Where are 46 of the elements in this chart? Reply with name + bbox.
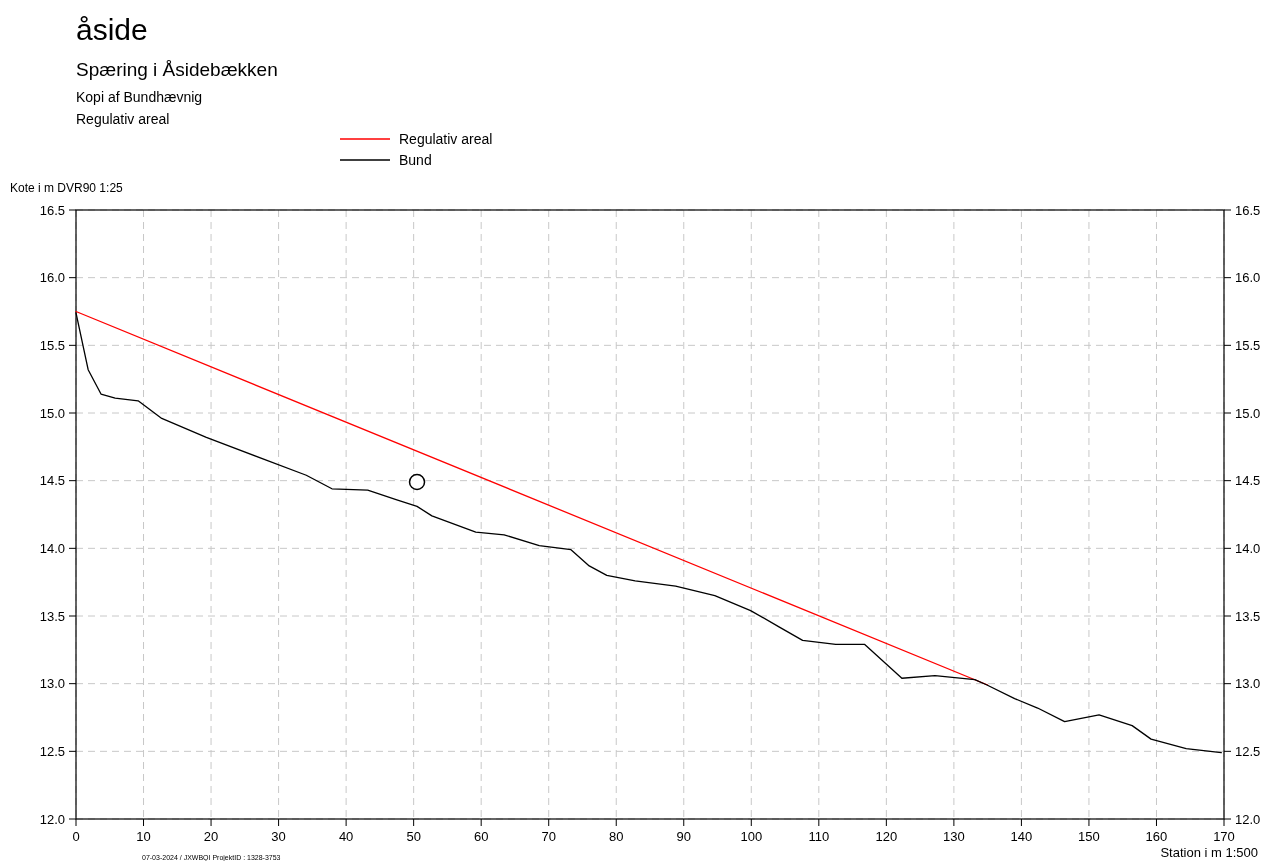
y-tick-label: 13.0 <box>39 676 65 692</box>
x-tick-label: 50 <box>406 829 421 844</box>
x-tick-label: 10 <box>136 829 151 844</box>
x-tick-label: 130 <box>943 829 965 844</box>
chart-subtitle: Spæring i Åsidebækken <box>76 59 278 80</box>
legend-label: Bund <box>399 152 432 168</box>
x-tick-label: 20 <box>203 829 219 844</box>
x-tick-label: 60 <box>473 829 489 844</box>
x-tick-label: 70 <box>541 829 556 844</box>
y2-tick-label: 16.5 <box>1235 202 1261 218</box>
y-tick-label: 15.5 <box>39 337 65 353</box>
x-tick-label: 120 <box>875 829 898 844</box>
y2-tick-label: 14.0 <box>1235 540 1261 556</box>
x-tick-label: 30 <box>271 829 286 844</box>
y-tick-label: 12.5 <box>39 743 65 759</box>
x-tick-label: 140 <box>1010 829 1033 844</box>
y-tick-label: 16.5 <box>39 202 65 218</box>
y2-tick-label: 15.0 <box>1235 405 1261 421</box>
text: Kopi af Bundhævnig <box>76 89 203 105</box>
y2-tick-label: 12.5 <box>1235 743 1261 759</box>
y-tick-label: 15.0 <box>39 405 65 421</box>
y-tick-label: 14.0 <box>39 540 65 556</box>
x-tick-label: 90 <box>676 829 691 844</box>
x-tick-label: 150 <box>1078 829 1100 844</box>
y2-tick-label: 15.5 <box>1235 337 1261 353</box>
x-tick-label: 100 <box>740 829 763 844</box>
y2-tick-label: 12.0 <box>1235 811 1261 827</box>
x-tick-label: 0 <box>72 829 80 844</box>
x-axis-title: Station i m 1:500 <box>1160 845 1258 860</box>
y2-tick-label: 16.0 <box>1235 270 1261 286</box>
x-tick-label: 170 <box>1213 829 1235 844</box>
x-tick-label: 110 <box>808 829 830 844</box>
y-axis-title: Kote i m DVR90 1:25 <box>10 181 124 195</box>
y-tick-label: 12.0 <box>39 811 65 827</box>
legend-label: Regulativ areal <box>399 131 493 147</box>
y-tick-label: 14.5 <box>39 473 65 489</box>
y2-tick-label: 13.5 <box>1235 608 1261 624</box>
y-tick-label: 16.0 <box>39 270 65 286</box>
text: Regulativ areal <box>76 111 170 127</box>
y-tick-label: 13.5 <box>39 608 65 624</box>
x-tick-label: 160 <box>1145 829 1168 844</box>
y2-tick-label: 14.5 <box>1235 473 1261 489</box>
chart-title: åside <box>76 13 148 46</box>
y2-tick-label: 13.0 <box>1235 676 1261 692</box>
x-tick-label: 80 <box>609 829 624 844</box>
x-tick-label: 40 <box>338 829 354 844</box>
